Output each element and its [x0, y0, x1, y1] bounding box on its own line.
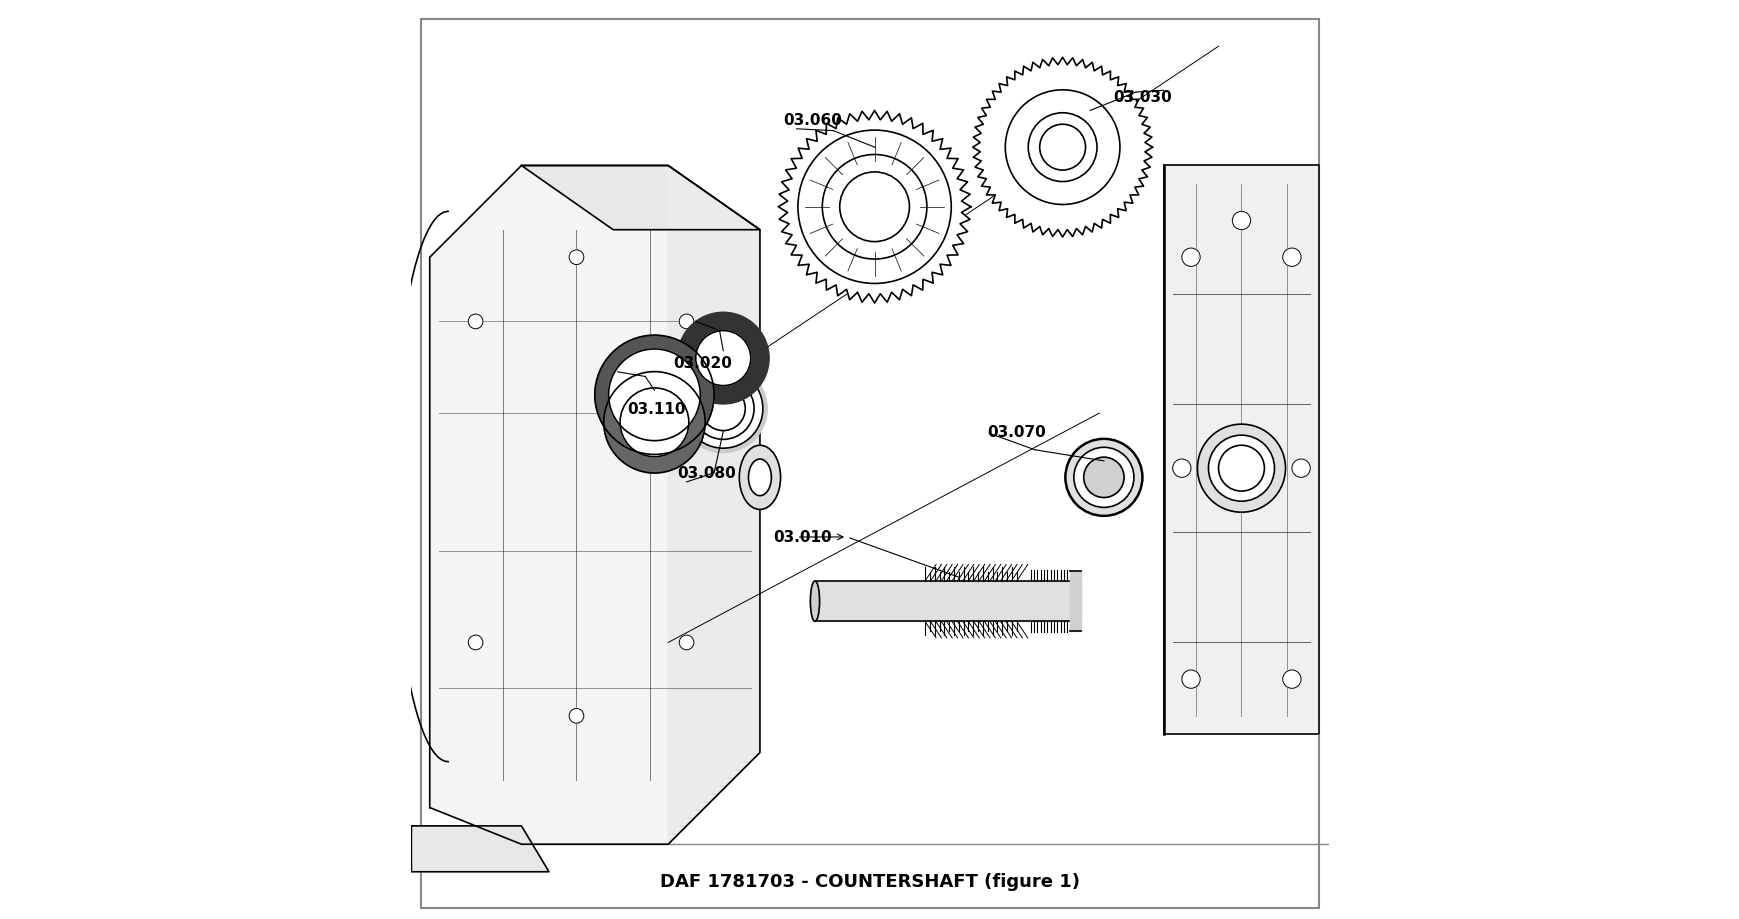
Circle shape [1196, 425, 1285, 513]
Circle shape [468, 635, 483, 650]
Polygon shape [410, 826, 550, 872]
Circle shape [1083, 458, 1123, 498]
Circle shape [678, 314, 694, 329]
Circle shape [823, 155, 927, 260]
Text: 03.070: 03.070 [986, 425, 1045, 439]
Text: 03.110: 03.110 [626, 402, 685, 416]
Polygon shape [668, 166, 760, 845]
Circle shape [603, 372, 704, 473]
Circle shape [1282, 670, 1301, 688]
FancyBboxPatch shape [421, 19, 1318, 909]
Circle shape [1290, 460, 1309, 478]
Circle shape [683, 369, 762, 448]
Circle shape [1040, 125, 1085, 171]
Circle shape [692, 379, 753, 440]
Circle shape [676, 312, 769, 404]
Circle shape [1073, 448, 1134, 508]
Polygon shape [972, 58, 1151, 238]
Circle shape [678, 635, 694, 650]
Circle shape [678, 365, 767, 453]
Ellipse shape [739, 446, 781, 510]
Text: 03.080: 03.080 [676, 466, 736, 481]
Circle shape [701, 387, 744, 431]
Text: DAF 1781703 - COUNTERSHAFT (figure 1): DAF 1781703 - COUNTERSHAFT (figure 1) [659, 872, 1080, 890]
Circle shape [1172, 460, 1189, 478]
Polygon shape [777, 111, 970, 304]
Polygon shape [430, 166, 760, 845]
Circle shape [609, 349, 699, 441]
Text: 03.060: 03.060 [783, 113, 842, 128]
Polygon shape [522, 166, 760, 231]
Text: 03.010: 03.010 [774, 530, 831, 545]
Circle shape [1181, 249, 1200, 267]
Circle shape [1028, 114, 1096, 182]
Text: 03.020: 03.020 [673, 356, 732, 370]
Circle shape [569, 251, 584, 266]
Circle shape [1064, 439, 1143, 516]
Circle shape [1209, 436, 1273, 502]
Circle shape [595, 335, 713, 455]
Circle shape [840, 173, 909, 243]
Ellipse shape [748, 460, 770, 496]
Circle shape [696, 331, 750, 386]
Circle shape [569, 709, 584, 723]
Circle shape [1282, 249, 1301, 267]
Text: 03.030: 03.030 [1113, 90, 1170, 105]
Polygon shape [1163, 166, 1318, 734]
Circle shape [468, 314, 483, 329]
Circle shape [1005, 91, 1120, 205]
Ellipse shape [810, 582, 819, 621]
Circle shape [619, 389, 689, 458]
Circle shape [798, 130, 951, 284]
Circle shape [1181, 670, 1200, 688]
Circle shape [1231, 212, 1250, 231]
